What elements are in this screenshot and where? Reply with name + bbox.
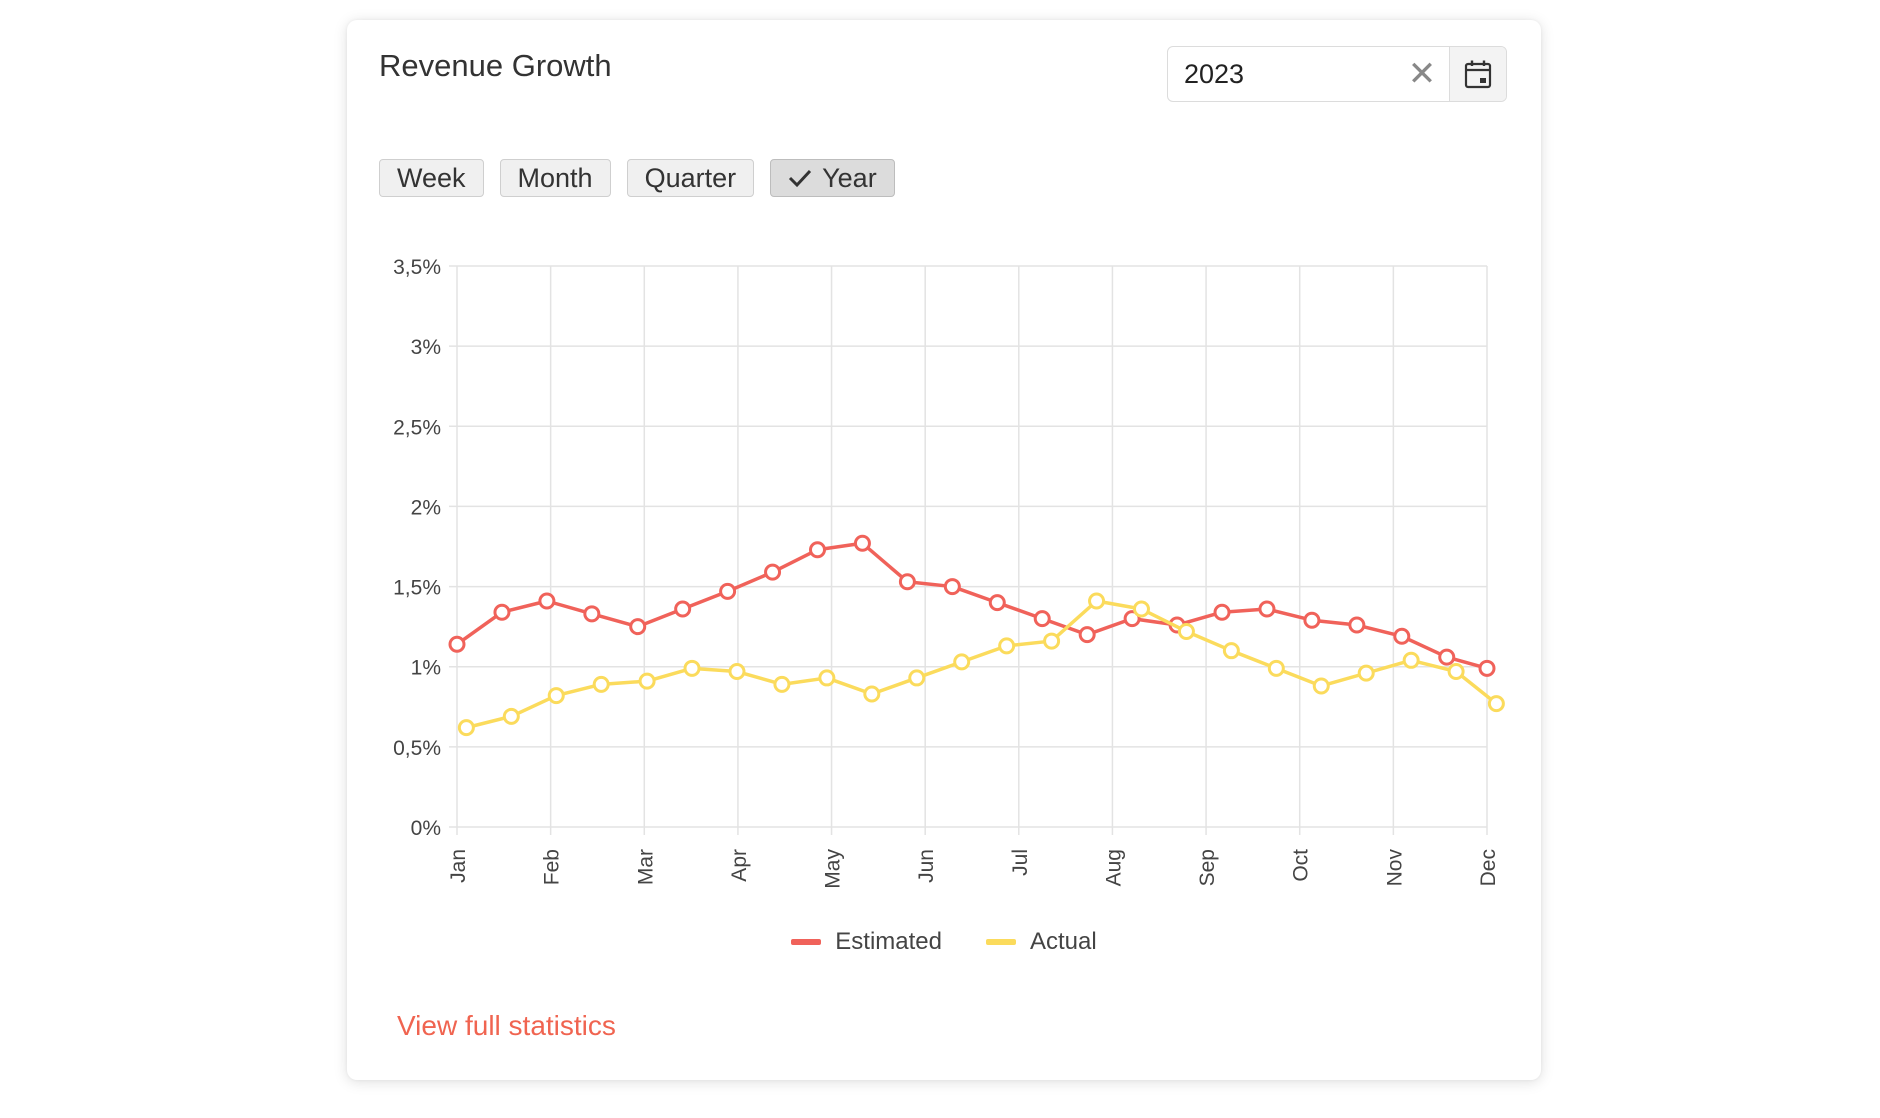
x-tick-label: Jun — [915, 849, 938, 883]
data-point-actual — [998, 637, 1016, 655]
calendar-icon[interactable] — [1449, 47, 1506, 101]
revenue-chart: 0% 0,5% 1% 1,5% 2% 2,5% 3% 3,5% Jan Feb Mar Apr May J… — [347, 220, 1541, 960]
series-line-estimated — [455, 541, 1488, 671]
x-tick-label: Sep — [1196, 849, 1219, 886]
data-point-estimated — [1438, 648, 1456, 666]
legend-item-actual[interactable]: Actual — [986, 928, 1097, 956]
x-tick-label: Jan — [447, 849, 470, 883]
data-point-estimated — [538, 592, 556, 610]
year-input[interactable] — [1168, 47, 1395, 101]
data-point-actual — [953, 653, 971, 671]
data-point-actual — [1357, 664, 1375, 682]
data-point-actual — [1487, 695, 1505, 713]
data-point-actual — [1402, 651, 1420, 669]
x-tick-label: Aug — [1102, 849, 1125, 886]
data-point-estimated — [853, 534, 871, 552]
data-point-estimated — [674, 600, 692, 618]
data-point-actual — [1088, 592, 1106, 610]
data-point-estimated — [1078, 626, 1096, 644]
check-icon — [788, 168, 812, 188]
data-point-actual — [502, 707, 520, 725]
data-point-actual — [728, 663, 746, 681]
data-point-actual — [1267, 659, 1285, 677]
data-point-actual — [457, 719, 475, 737]
clear-icon[interactable]: ✕ — [1407, 55, 1437, 93]
data-point-actual — [773, 675, 791, 693]
period-selector: Week Month Quarter Year — [379, 159, 911, 197]
data-point-actual — [818, 669, 836, 687]
y-tick-label: 3,5% — [393, 256, 441, 279]
data-point-estimated — [448, 635, 466, 653]
x-tick-label: Dec — [1477, 849, 1500, 886]
data-point-actual — [592, 675, 610, 693]
data-point-estimated — [898, 573, 916, 591]
period-month-button[interactable]: Month — [499, 159, 611, 197]
line-chart: 0% 0,5% 1% 1,5% 2% 2,5% 3% 3,5% Jan Feb Mar Apr May J… — [393, 256, 1505, 889]
x-tick-label: Nov — [1383, 849, 1406, 887]
x-tick-label: Jul — [1009, 849, 1032, 876]
period-year-button[interactable]: Year — [770, 159, 895, 197]
data-point-estimated — [1393, 627, 1411, 645]
legend-label-estimated: Estimated — [835, 928, 942, 955]
data-point-estimated — [764, 563, 782, 581]
series-line-actual — [465, 599, 1498, 730]
data-point-estimated — [1348, 616, 1366, 634]
y-tick-label: 1,5% — [393, 577, 441, 600]
y-tick-label: 3% — [411, 336, 441, 359]
data-point-estimated — [629, 618, 647, 636]
x-tick-label: May — [822, 849, 845, 889]
y-tick-label: 2% — [411, 496, 441, 519]
data-point-estimated — [943, 578, 961, 596]
x-tick-label: Feb — [541, 849, 564, 885]
legend-swatch-estimated — [791, 939, 822, 945]
chart-legend: Estimated Actual — [347, 928, 1541, 956]
data-point-actual — [908, 669, 926, 687]
data-point-actual — [1447, 663, 1465, 681]
x-tick-label: Mar — [634, 849, 657, 885]
data-point-actual — [683, 659, 701, 677]
y-tick-label: 0,5% — [393, 737, 441, 760]
data-point-actual — [863, 685, 881, 703]
data-point-actual — [1132, 600, 1150, 618]
data-point-estimated — [988, 594, 1006, 612]
legend-label-actual: Actual — [1030, 928, 1097, 955]
data-point-estimated — [1478, 659, 1496, 677]
data-point-estimated — [1258, 600, 1276, 618]
data-point-estimated — [719, 582, 737, 600]
y-tick-label: 0% — [411, 817, 441, 840]
y-tick-label: 1% — [411, 657, 441, 680]
data-point-actual — [1222, 642, 1240, 660]
view-full-statistics-link[interactable]: View full statistics — [397, 1010, 616, 1041]
data-point-actual — [638, 672, 656, 690]
legend-swatch-actual — [986, 939, 1016, 945]
data-point-estimated — [493, 603, 511, 621]
data-point-actual — [547, 687, 565, 705]
data-point-estimated — [809, 541, 826, 559]
card-title: Revenue Growth — [379, 48, 612, 83]
year-picker[interactable]: ✕ — [1167, 46, 1507, 102]
data-point-actual — [1043, 632, 1061, 650]
x-tick-label: Oct — [1290, 849, 1313, 882]
period-quarter-button[interactable]: Quarter — [626, 159, 755, 197]
data-point-estimated — [583, 605, 601, 623]
legend-item-estimated[interactable]: Estimated — [791, 928, 942, 956]
period-week-button[interactable]: Week — [379, 159, 484, 197]
data-point-actual — [1312, 677, 1330, 695]
data-point-estimated — [1213, 603, 1231, 621]
revenue-growth-card: Revenue Growth ✕ Week Month Quarter Year… — [347, 20, 1541, 1080]
x-tick-label: Apr — [728, 849, 751, 882]
y-tick-label: 2,5% — [393, 416, 441, 439]
data-point-estimated — [1033, 610, 1051, 628]
data-point-estimated — [1303, 611, 1321, 629]
data-point-actual — [1177, 622, 1195, 640]
